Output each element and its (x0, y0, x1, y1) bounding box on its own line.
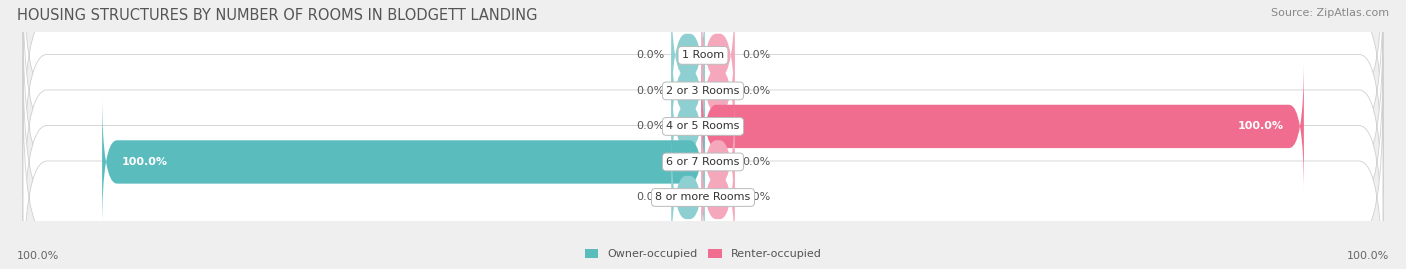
FancyBboxPatch shape (702, 24, 735, 158)
Text: 0.0%: 0.0% (742, 86, 770, 96)
Text: 0.0%: 0.0% (636, 50, 664, 60)
FancyBboxPatch shape (702, 59, 1303, 194)
FancyBboxPatch shape (702, 95, 735, 229)
Text: 0.0%: 0.0% (742, 193, 770, 203)
FancyBboxPatch shape (22, 21, 1384, 232)
Text: 1 Room: 1 Room (682, 50, 724, 60)
Text: 8 or more Rooms: 8 or more Rooms (655, 193, 751, 203)
Text: 0.0%: 0.0% (636, 193, 664, 203)
Legend: Owner-occupied, Renter-occupied: Owner-occupied, Renter-occupied (581, 244, 825, 263)
FancyBboxPatch shape (22, 56, 1384, 268)
FancyBboxPatch shape (22, 0, 1384, 197)
Text: 100.0%: 100.0% (1239, 121, 1284, 132)
FancyBboxPatch shape (671, 59, 704, 194)
FancyBboxPatch shape (22, 92, 1384, 269)
Text: 4 or 5 Rooms: 4 or 5 Rooms (666, 121, 740, 132)
FancyBboxPatch shape (702, 0, 735, 122)
Text: HOUSING STRUCTURES BY NUMBER OF ROOMS IN BLODGETT LANDING: HOUSING STRUCTURES BY NUMBER OF ROOMS IN… (17, 8, 537, 23)
Text: 6 or 7 Rooms: 6 or 7 Rooms (666, 157, 740, 167)
Text: Source: ZipAtlas.com: Source: ZipAtlas.com (1271, 8, 1389, 18)
FancyBboxPatch shape (22, 0, 1384, 161)
FancyBboxPatch shape (671, 0, 704, 122)
FancyBboxPatch shape (702, 130, 735, 265)
Text: 0.0%: 0.0% (636, 121, 664, 132)
FancyBboxPatch shape (671, 24, 704, 158)
Text: 0.0%: 0.0% (742, 157, 770, 167)
Text: 0.0%: 0.0% (742, 50, 770, 60)
Text: 100.0%: 100.0% (1347, 251, 1389, 261)
FancyBboxPatch shape (671, 130, 704, 265)
FancyBboxPatch shape (103, 95, 704, 229)
Text: 0.0%: 0.0% (636, 86, 664, 96)
Text: 100.0%: 100.0% (17, 251, 59, 261)
Text: 2 or 3 Rooms: 2 or 3 Rooms (666, 86, 740, 96)
Text: 100.0%: 100.0% (122, 157, 167, 167)
